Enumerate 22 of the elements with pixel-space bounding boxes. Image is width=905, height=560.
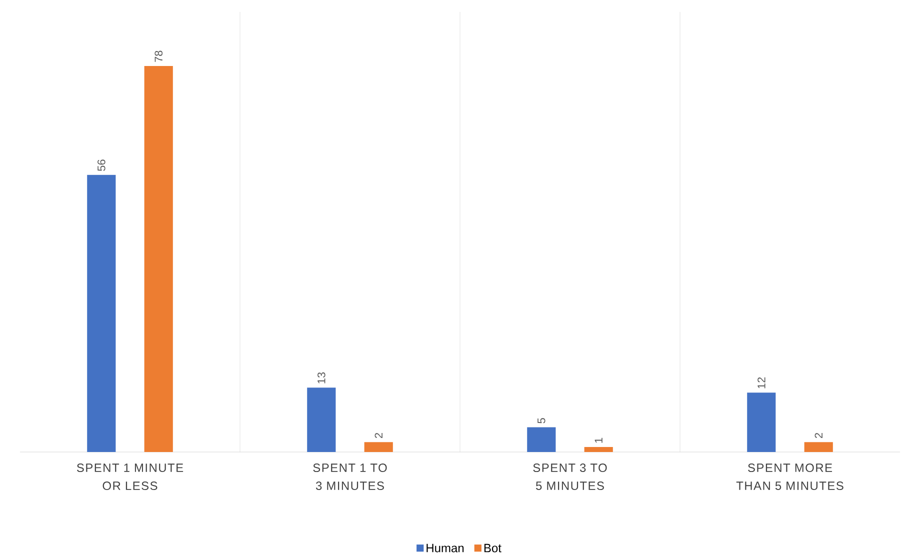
x-tick-label: SPENT 1 TO 3 MINUTES: [313, 464, 387, 490]
data-label: 56: [98, 160, 106, 171]
data-label: 12: [758, 377, 766, 388]
bar: [747, 392, 776, 452]
bar: [144, 66, 173, 452]
x-tick-label: SPENT MORE THAN 5 MINUTES: [736, 464, 844, 490]
data-label: 78: [154, 50, 162, 62]
bar: [364, 442, 393, 452]
bar: [527, 427, 556, 452]
legend-label: Human: [426, 544, 464, 552]
legend-label: Bot: [484, 544, 502, 552]
data-label: 1: [594, 438, 602, 443]
x-tick-label: SPENT 1 MINUTE OR LESS: [76, 464, 184, 490]
data-label: 2: [814, 433, 822, 438]
bar: [584, 447, 613, 452]
bar: [307, 388, 336, 452]
bar: [87, 174, 116, 452]
data-label: 5: [538, 418, 546, 424]
data-label: 13: [318, 372, 326, 384]
x-tick-label: SPENT 3 TO 5 MINUTES: [533, 464, 607, 490]
data-label: 2: [374, 433, 382, 438]
bar: [804, 442, 833, 452]
